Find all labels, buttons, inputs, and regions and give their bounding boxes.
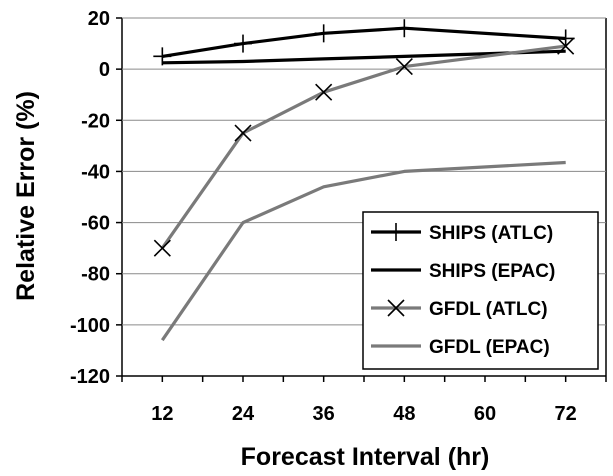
x-tick-label: 72 <box>555 403 577 425</box>
y-tick-label: -80 <box>81 264 110 286</box>
x-tick-label: 48 <box>393 403 415 425</box>
x-tick-label: 12 <box>151 403 173 425</box>
legend-label: GFDL (EPAC) <box>429 337 550 358</box>
x-tick-label: 60 <box>474 403 496 425</box>
y-tick-label: -60 <box>81 213 110 235</box>
legend-label: GFDL (ATLC) <box>429 299 548 320</box>
data-point <box>234 34 252 53</box>
x-axis-label: Forecast Interval (hr) <box>241 443 490 471</box>
x-axis-ticks: 12 24 36 48 60 72 <box>121 376 607 425</box>
legend-marker <box>387 223 405 241</box>
data-point <box>153 239 171 257</box>
y-tick-label: 0 <box>99 59 110 81</box>
data-point <box>395 58 413 76</box>
data-point <box>234 124 252 142</box>
y-tick-label: 20 <box>88 8 110 30</box>
legend-label: SHIPS (ATLC) <box>429 223 553 244</box>
data-point <box>315 83 333 101</box>
y-tick-label: -120 <box>70 366 110 388</box>
y-tick-label: -40 <box>81 161 110 183</box>
series-group <box>153 19 575 342</box>
data-point <box>314 24 333 43</box>
legend-label: SHIPS (EPAC) <box>429 261 555 282</box>
y-tick-label: -20 <box>81 110 110 132</box>
series-line <box>160 160 566 342</box>
legend-marker <box>387 299 405 317</box>
legend: SHIPS (ATLC) SHIPS (EPAC) GFDL (ATLC) GFDL … <box>362 211 599 370</box>
x-tick-label: 36 <box>313 403 335 425</box>
y-axis-label: Relative Error (%) <box>12 91 40 301</box>
legend-box <box>362 211 599 370</box>
data-point <box>557 37 575 55</box>
data-point <box>556 29 575 48</box>
x-tick-label: 24 <box>232 403 255 425</box>
series-line <box>162 49 566 65</box>
data-point <box>395 19 414 38</box>
y-tick-label: -100 <box>70 315 110 337</box>
y-axis-ticks: 20 0 -20 -40 -60 -80 -100 -120 <box>70 8 122 388</box>
